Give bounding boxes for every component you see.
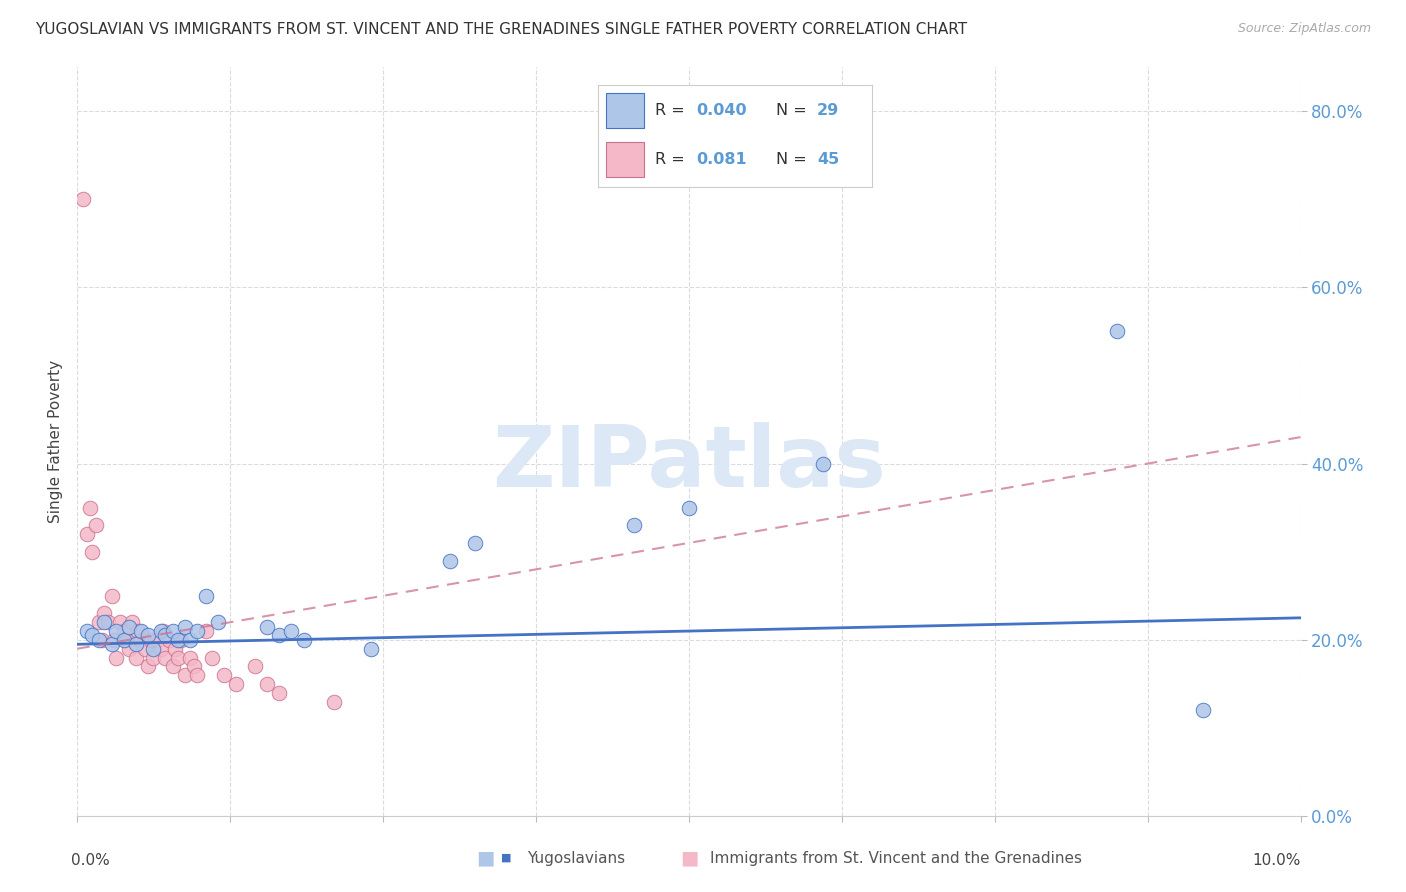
Bar	[606, 93, 644, 128]
Point	[97, 615, 120, 630]
Text: N =: N =	[776, 103, 811, 118]
Point	[93, 615, 115, 630]
Text: ZIPatlas: ZIPatlas	[492, 422, 886, 505]
Point	[149, 624, 172, 638]
Point	[136, 659, 159, 673]
Point	[90, 632, 112, 647]
Point	[201, 650, 224, 665]
Point	[149, 641, 172, 656]
Text: 45: 45	[817, 153, 839, 167]
Point	[115, 632, 138, 647]
Point	[76, 527, 98, 541]
Point	[112, 624, 135, 638]
Point	[118, 641, 141, 656]
Point	[207, 615, 229, 630]
Point	[142, 650, 165, 665]
Text: 10.0%: 10.0%	[1253, 853, 1301, 868]
Point	[170, 632, 193, 647]
Text: ■: ■	[475, 848, 495, 868]
Point	[174, 620, 197, 634]
Point	[243, 659, 266, 673]
Point	[162, 624, 184, 638]
Point	[194, 589, 217, 603]
Point	[360, 641, 382, 656]
Point	[129, 624, 152, 638]
Point	[89, 632, 111, 647]
Point	[136, 628, 159, 642]
Point	[813, 457, 835, 471]
Text: Yugoslavians: Yugoslavians	[527, 851, 626, 865]
Point	[142, 641, 165, 656]
Point	[1107, 324, 1129, 338]
Text: 0.0%: 0.0%	[72, 853, 110, 868]
Point	[256, 677, 278, 691]
Point	[125, 637, 148, 651]
Text: ■: ■	[501, 853, 512, 863]
Point	[72, 192, 94, 206]
Point	[292, 632, 315, 647]
Point	[623, 518, 645, 533]
Point	[678, 500, 700, 515]
Point	[183, 659, 205, 673]
Point	[166, 632, 188, 647]
Text: Source: ZipAtlas.com: Source: ZipAtlas.com	[1237, 22, 1371, 36]
Point	[194, 624, 217, 638]
Point	[152, 624, 174, 638]
Point	[280, 624, 302, 638]
Point	[179, 632, 201, 647]
Point	[76, 624, 98, 638]
Point	[155, 650, 177, 665]
Point	[105, 650, 128, 665]
Point	[166, 650, 188, 665]
Text: 0.040: 0.040	[696, 103, 747, 118]
Point	[225, 677, 247, 691]
Point	[439, 553, 461, 567]
Point	[108, 615, 131, 630]
Point	[464, 536, 486, 550]
Point	[212, 668, 235, 682]
Text: N =: N =	[776, 153, 811, 167]
Point	[162, 659, 184, 673]
Point	[269, 628, 291, 642]
Text: R =: R =	[655, 153, 695, 167]
Point	[174, 668, 197, 682]
Point	[127, 624, 149, 638]
Point	[100, 637, 122, 651]
Point	[125, 650, 148, 665]
Point	[80, 628, 103, 642]
Point	[93, 607, 115, 621]
Point	[323, 695, 346, 709]
Bar	[606, 142, 644, 177]
Point	[186, 668, 208, 682]
Point	[121, 615, 143, 630]
Y-axis label: Single Father Poverty: Single Father Poverty	[48, 360, 63, 523]
Point	[256, 620, 278, 634]
Point	[129, 632, 152, 647]
Text: 29: 29	[817, 103, 839, 118]
Point	[269, 686, 291, 700]
Point	[112, 632, 135, 647]
Point	[100, 589, 122, 603]
Point	[103, 632, 125, 647]
Text: R =: R =	[655, 103, 690, 118]
Point	[105, 624, 128, 638]
Point	[79, 500, 101, 515]
Point	[155, 628, 177, 642]
Point	[118, 620, 141, 634]
Text: 0.081: 0.081	[696, 153, 747, 167]
Point	[165, 641, 187, 656]
Text: YUGOSLAVIAN VS IMMIGRANTS FROM ST. VINCENT AND THE GRENADINES SINGLE FATHER POVE: YUGOSLAVIAN VS IMMIGRANTS FROM ST. VINCE…	[35, 22, 967, 37]
Point	[80, 545, 103, 559]
Point	[179, 650, 201, 665]
Point	[157, 632, 180, 647]
Point	[186, 624, 208, 638]
Point	[139, 632, 162, 647]
Point	[1191, 703, 1213, 717]
Point	[146, 632, 169, 647]
Point	[89, 615, 111, 630]
Point	[84, 518, 107, 533]
Point	[134, 641, 156, 656]
Text: ■: ■	[679, 848, 699, 868]
Text: Immigrants from St. Vincent and the Grenadines: Immigrants from St. Vincent and the Gren…	[710, 851, 1083, 865]
